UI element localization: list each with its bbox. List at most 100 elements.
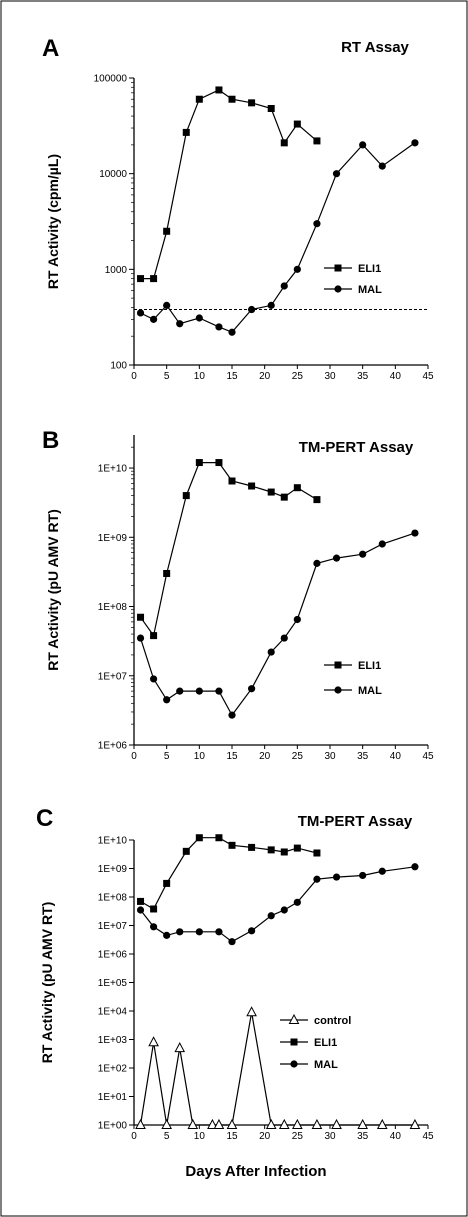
x-tick-label: 10 <box>194 751 206 762</box>
data-point-mal <box>313 220 321 228</box>
data-point-mal <box>228 938 236 946</box>
data-point-mal <box>378 540 386 548</box>
data-point-eli1 <box>163 227 171 235</box>
x-tick-label: 40 <box>390 1131 402 1142</box>
panel-title: RT Assay <box>341 39 409 56</box>
data-point-eli1 <box>195 95 203 103</box>
legend-label: control <box>314 1015 351 1027</box>
data-point-eli1 <box>267 488 275 496</box>
y-tick-label: 1E+08 <box>98 893 128 904</box>
data-point-mal <box>332 873 341 881</box>
x-tick-label: 20 <box>259 371 271 382</box>
panel-letter: B <box>42 427 59 454</box>
data-point-eli1 <box>313 849 321 857</box>
y-axis-label: RT Activity (cpm/µL) <box>45 154 61 289</box>
legend: ELI1 MAL <box>324 660 382 697</box>
x-tick-label: 35 <box>357 1131 369 1142</box>
y-tick-label: 1E+06 <box>98 950 128 961</box>
legend-label: ELI1 <box>358 660 381 672</box>
data-point-mal <box>378 867 386 875</box>
data-point-mal <box>163 696 171 704</box>
panel-letter: C <box>36 805 53 832</box>
data-point-control <box>161 1118 172 1129</box>
data-point-control <box>148 1036 159 1047</box>
data-point-control <box>187 1118 199 1129</box>
data-point-mal <box>228 328 236 336</box>
data-point-eli1 <box>150 905 158 913</box>
data-point-control <box>278 1118 290 1129</box>
data-point-mal <box>215 323 223 331</box>
y-tick-label: 1E+07 <box>98 921 128 932</box>
y-tick-label: 1000 <box>105 265 128 276</box>
data-point-mal <box>136 634 145 642</box>
data-point-mal <box>248 685 256 693</box>
data-point-eli1 <box>137 613 145 621</box>
x-tick-label: 20 <box>259 751 271 762</box>
data-point-mal <box>378 162 386 170</box>
panel-title: TM-PERT Assay <box>298 813 413 830</box>
data-point-eli1 <box>195 459 203 467</box>
series-line-mal <box>140 142 416 333</box>
series-line-mal <box>140 866 415 943</box>
data-point-eli1 <box>313 496 321 504</box>
data-point-mal <box>359 871 367 880</box>
data-point-eli1 <box>215 459 223 467</box>
data-point-control <box>292 1118 303 1129</box>
data-point-eli1 <box>248 482 256 490</box>
x-tick-label: 25 <box>292 371 304 382</box>
data-point-eli1 <box>137 275 145 283</box>
data-point-mal <box>359 141 367 149</box>
legend-marker-eli1 <box>290 1038 298 1046</box>
x-tick-label: 5 <box>164 371 170 382</box>
data-point-control <box>246 1006 257 1017</box>
panel-letter: A <box>42 35 59 62</box>
y-tick-label: 1E+09 <box>98 864 128 875</box>
data-point-control <box>376 1118 388 1129</box>
x-tick-label: 45 <box>422 1131 434 1142</box>
data-point-mal <box>195 687 203 695</box>
x-tick-label: 15 <box>226 1131 238 1142</box>
y-tick-label: 1E+09 <box>98 533 128 544</box>
data-point-mal <box>150 675 158 683</box>
data-point-mal <box>215 687 223 695</box>
data-point-control <box>213 1118 225 1129</box>
data-point-eli1 <box>182 128 190 136</box>
y-tick-label: 1E+07 <box>98 671 128 682</box>
data-point-control <box>311 1118 323 1129</box>
x-tick-label: 20 <box>259 1131 271 1142</box>
data-point-eli1 <box>293 844 301 852</box>
data-point-eli1 <box>293 120 301 128</box>
legend-label: MAL <box>358 284 382 296</box>
data-point-mal <box>411 139 419 147</box>
y-tick-label: 1E+10 <box>98 836 128 847</box>
x-tick-label: 15 <box>226 751 238 762</box>
data-point-mal <box>136 906 145 914</box>
x-tick-label: 30 <box>324 1131 336 1142</box>
data-point-control <box>357 1118 368 1129</box>
x-tick-label: 25 <box>292 1131 304 1142</box>
data-point-eli1 <box>313 137 321 145</box>
x-tick-label: 30 <box>324 371 336 382</box>
data-point-eli1 <box>267 846 275 854</box>
y-axis-label: RT Activity (pU AMV RT) <box>39 902 55 1064</box>
legend-marker-mal <box>290 1060 298 1068</box>
x-tick-label: 0 <box>131 1131 137 1142</box>
y-tick-label: 100 <box>110 361 127 372</box>
data-point-mal <box>228 711 236 719</box>
data-point-mal <box>280 282 288 290</box>
data-point-mal <box>176 320 184 328</box>
data-point-mal <box>332 554 341 562</box>
y-tick-label: 1E+03 <box>98 1035 128 1046</box>
legend-label: MAL <box>358 685 382 697</box>
y-tick-label: 1E+04 <box>98 1007 128 1018</box>
data-point-control <box>331 1118 342 1129</box>
data-point-control <box>265 1118 277 1129</box>
data-point-control <box>409 1118 421 1129</box>
data-point-mal <box>248 927 256 935</box>
data-point-mal <box>195 928 203 936</box>
data-point-eli1 <box>293 484 301 492</box>
data-point-eli1 <box>163 879 171 887</box>
data-point-eli1 <box>228 477 236 485</box>
data-point-eli1 <box>267 104 275 112</box>
